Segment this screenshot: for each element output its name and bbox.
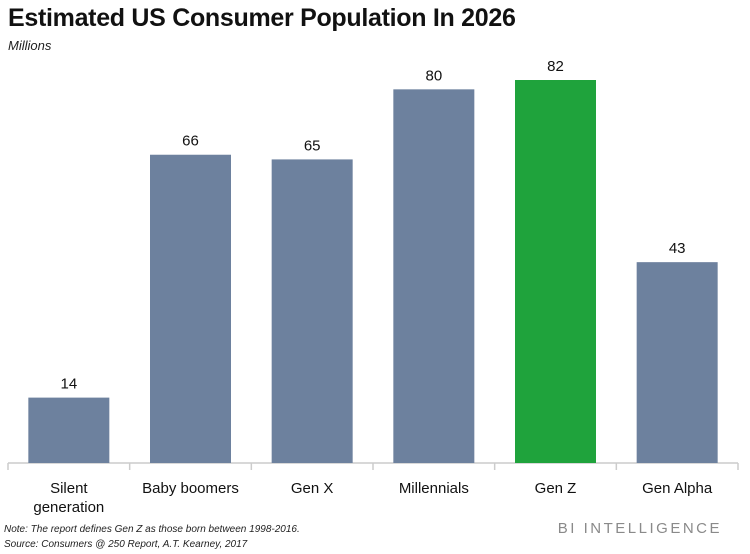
chart-title: Estimated US Consumer Population In 2026 <box>8 4 516 32</box>
data-label: 65 <box>304 137 321 154</box>
chart-subtitle: Millions <box>8 38 52 53</box>
data-label: 82 <box>547 58 564 75</box>
bar <box>393 89 475 463</box>
x-tick-label: Baby boomers <box>142 480 239 497</box>
bar <box>636 262 718 463</box>
x-tick-label: Silent generation <box>33 480 104 516</box>
chart-source: Source: Consumers @ 250 Report, A.T. Kea… <box>4 539 248 550</box>
bar <box>271 159 353 463</box>
bar <box>515 80 596 463</box>
brand-logo: BI INTELLIGENCE <box>557 520 722 537</box>
x-tick-label: Millennials <box>399 480 469 497</box>
data-label: 80 <box>425 67 442 84</box>
data-label: 14 <box>60 376 77 393</box>
bar <box>28 397 110 463</box>
x-tick-label: Gen Alpha <box>642 480 713 497</box>
data-label: 66 <box>182 133 199 150</box>
x-tick-label: Gen X <box>291 480 334 497</box>
x-tick-label: Gen Z <box>535 480 577 497</box>
chart-note: Note: The report defines Gen Z as those … <box>4 524 300 535</box>
data-label: 43 <box>669 240 686 257</box>
bar <box>150 154 231 464</box>
